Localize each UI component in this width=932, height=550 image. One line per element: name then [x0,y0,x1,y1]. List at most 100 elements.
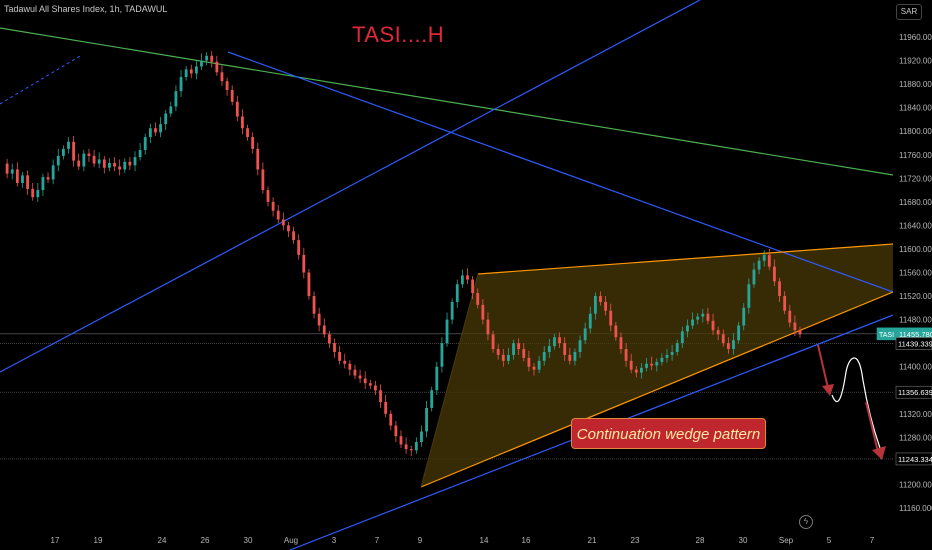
candle-up [537,360,541,370]
candle-up [742,307,746,326]
candle-down [624,349,628,361]
time-tick-label: 30 [244,536,253,545]
lightning-icon[interactable]: ϟ [799,515,813,529]
projection-path [817,344,886,460]
price-tick-label: 11960.000 [899,33,932,42]
candle-up [553,337,556,347]
candle-down [113,162,116,167]
candle-down [629,360,633,370]
candle-down [102,159,106,168]
candle-up [414,442,418,451]
blue-ascending-trendline [0,0,701,373]
candle-up [445,319,449,344]
candle-down [225,81,229,90]
candle-up [108,162,111,168]
price-label-value: 11356.639 [898,388,932,397]
candle-up [21,175,24,184]
candle-up [701,313,705,317]
candle-up [578,340,582,352]
candle-up [159,124,162,133]
candle-up [435,366,439,391]
candle-down [256,148,260,170]
candle-up [757,260,761,270]
candle-up [41,177,45,191]
candle-down [476,293,480,305]
time-axis: 17 19 24 26 30 Aug 3 7 9 14 16 21 23 28 30 Sep 5 7 [51,536,875,545]
candle-up [542,351,546,361]
candle-up [593,296,597,314]
candle-down [307,272,311,297]
candle-up [507,354,510,361]
candle-up [430,390,434,408]
candle-up [573,351,577,361]
wedge-lower-trendline [420,291,894,488]
time-tick-label: 5 [827,536,832,545]
candle-up [51,165,55,180]
candle-down [711,320,715,331]
candle-down [374,385,377,391]
candle-down [798,330,802,335]
candle-up [747,284,751,308]
candle-down [220,72,224,82]
candle-up [665,354,669,358]
candle-up [174,91,178,107]
candle-down [128,161,132,166]
candle-down [486,319,490,335]
price-label-value: 11243.334 [898,455,932,464]
candle-down [333,343,336,352]
candle-down [312,296,316,314]
currency-button[interactable]: SAR [896,4,922,20]
candle-up [425,407,428,432]
candle-up [179,77,183,92]
dashed-trendline-extension [0,55,81,105]
time-tick-label: 30 [739,536,748,545]
candle-up [133,157,137,166]
candle-down [210,55,214,62]
candle-down [767,254,771,267]
candle-down [251,137,255,149]
price-tick-label: 11280.000 [899,433,932,442]
time-tick-label: 28 [696,536,705,545]
candle-up [36,190,40,198]
candle-down [399,436,403,445]
candle-down [609,310,613,326]
candle-down [77,160,81,167]
candle-up [583,328,587,341]
candle-down [501,354,505,361]
candle-down [235,101,239,117]
projection-segment [865,401,879,453]
candle-down [379,390,382,403]
candle-down [491,334,495,350]
chart-annotation-title: TASI....H [352,22,445,47]
candle-down [348,363,352,370]
candle-down [276,210,280,220]
candle-down [389,413,393,426]
candle-up [164,113,168,125]
candle-down [287,225,290,232]
candle-up [10,169,14,174]
time-tick-label: 19 [94,536,103,545]
candle-up [691,319,694,326]
candle-down [599,296,602,302]
time-tick-label: 16 [522,536,531,545]
price-tick-label: 11920.000 [899,57,932,66]
candle-down [558,337,561,344]
candle-down [266,190,270,202]
candle-up [696,316,700,320]
candle-up [200,60,203,67]
candle-down [46,177,50,180]
candle-down [481,304,485,320]
candle-up [61,148,65,156]
price-label-symbol: TASI [879,332,894,339]
projection-arrow-1 [822,384,834,396]
candle-down [338,351,342,361]
candle-up [752,269,756,285]
candle-down [31,188,35,198]
candle-down [15,169,19,184]
candle-down [261,169,265,191]
candle-down [404,444,408,450]
candle-down [271,201,275,211]
candle-down [394,425,398,437]
